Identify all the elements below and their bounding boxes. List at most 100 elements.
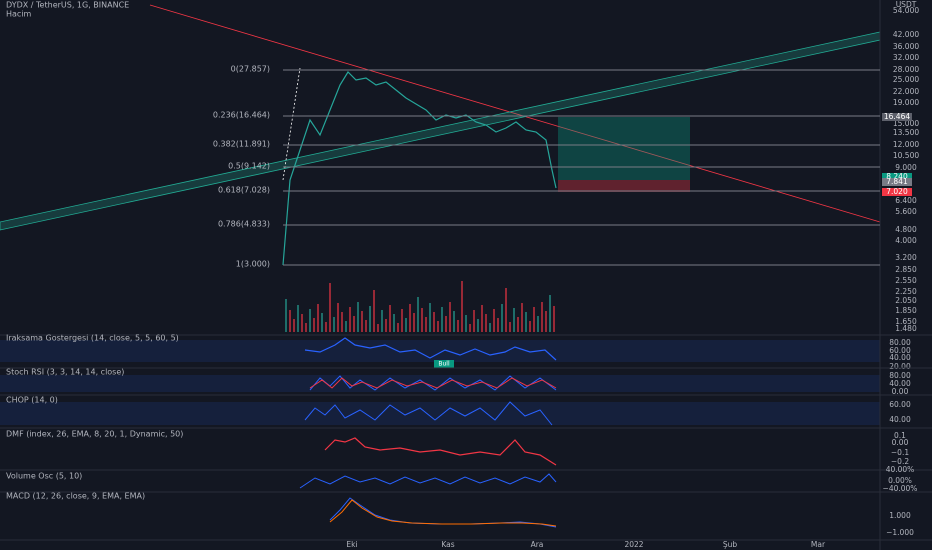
- price-label: 4.800: [895, 225, 917, 234]
- volume-bar: [449, 302, 451, 332]
- stoch-k: [309, 375, 557, 391]
- pane-axis-label: −40.00%: [883, 484, 918, 493]
- price-label: 2.850: [895, 265, 917, 274]
- volume-bar: [357, 302, 359, 332]
- volume-bar: [517, 317, 519, 332]
- price-label: 22.000: [893, 87, 919, 96]
- price-label: 3.200: [895, 253, 917, 262]
- volume-bar: [505, 288, 507, 332]
- stop-zone: [558, 180, 690, 192]
- pane-axis-label: 0.00: [892, 438, 909, 447]
- volume-bar: [309, 309, 311, 332]
- price-label: 28.000: [893, 65, 919, 74]
- volume-bar: [525, 312, 527, 332]
- pane-axis-label: −0.1: [891, 448, 909, 457]
- bull-tag-bg: [434, 360, 454, 368]
- price-label: 1.480: [895, 324, 917, 333]
- volume-bar: [545, 311, 547, 332]
- volume-bar: [529, 321, 531, 332]
- pane-axis-label: 0.00: [892, 387, 909, 396]
- fib-anchor: [282, 67, 301, 181]
- volume-bar: [293, 319, 295, 332]
- pane-axis-label: 80.00: [889, 338, 911, 347]
- volume-bar: [329, 283, 331, 332]
- volume-bar: [537, 316, 539, 332]
- macd-signal: [329, 499, 557, 527]
- volume-bar: [317, 304, 319, 332]
- volume: [285, 281, 555, 332]
- target-zone: [558, 117, 690, 180]
- volume-bar: [541, 302, 543, 332]
- volume-bar: [553, 306, 555, 332]
- volume-bar: [365, 320, 367, 332]
- volume-bar: [473, 310, 475, 332]
- channel: [0, 31, 881, 231]
- time-label: Ara: [531, 540, 544, 549]
- price-label: 4.000: [895, 236, 917, 245]
- pane-axis-label: 0.1: [894, 431, 906, 440]
- price-label: 42.000: [893, 30, 919, 39]
- price-badge-label: 7.841: [886, 177, 908, 186]
- pane-axis-label: 1.000: [889, 511, 911, 520]
- volume-bar: [461, 281, 463, 332]
- volume-bar: [465, 315, 467, 332]
- volume-osc: [299, 473, 557, 489]
- time-label: Mar: [811, 540, 826, 549]
- pane-axis-label: 40.00: [889, 379, 911, 388]
- pane-band: [0, 402, 880, 425]
- volume-bar: [397, 323, 399, 332]
- pane-axis-label: 40.00: [889, 415, 911, 424]
- volume-bar: [413, 313, 415, 332]
- pane-title: DMF (index, 26, EMA, 8, 20, 1, Dynamic, …: [6, 430, 183, 439]
- volume-bar: [389, 305, 391, 332]
- pane-axis-label: 40.00%: [886, 465, 915, 474]
- volume-bar: [501, 304, 503, 332]
- volume-bar: [325, 322, 327, 332]
- volume-bar: [445, 316, 447, 332]
- price-label: 10.500: [893, 151, 919, 160]
- pane-band: [0, 340, 880, 362]
- price-label: 5.600: [895, 207, 917, 216]
- dmf-line: [324, 437, 557, 466]
- volume-bar: [297, 305, 299, 332]
- price-badge: [882, 178, 912, 186]
- volume-bar: [385, 319, 387, 332]
- volume-bar: [377, 324, 379, 332]
- volume-bar: [489, 323, 491, 332]
- pane-title: CHOP (14, 0): [6, 396, 58, 405]
- fib-label: 0.618(7.028): [218, 186, 270, 195]
- volume-bar: [285, 299, 287, 332]
- pane-title: Iraksama Gostergesi (14, close, 5, 5, 60…: [6, 334, 179, 343]
- volume-bar: [341, 312, 343, 332]
- volume-bar: [513, 308, 515, 332]
- price-label: 36.000: [893, 42, 919, 51]
- volume-bar: [497, 318, 499, 332]
- volume-bar: [509, 322, 511, 332]
- volume-bar: [441, 307, 443, 332]
- volume-bar: [417, 297, 419, 332]
- time-label: Eki: [346, 540, 357, 549]
- price-label: 2.050: [895, 296, 917, 305]
- volume-bar: [333, 317, 335, 332]
- divergence-line: [304, 337, 557, 361]
- volume-bar: [373, 290, 375, 332]
- price-badge-label: 8.240: [886, 172, 908, 181]
- price-line: [282, 71, 557, 266]
- fib-label: 0.382(11.891): [213, 140, 270, 149]
- fib-label: 0(27.857): [231, 65, 270, 74]
- volume-bar: [481, 305, 483, 332]
- unit: USDT: [896, 0, 917, 9]
- volume-bar: [457, 320, 459, 332]
- pane-axis-label: −0.2: [891, 457, 909, 466]
- volume-label: Hacim: [6, 10, 32, 19]
- pane-title: Volume Osc (5, 10): [6, 472, 82, 481]
- volume-bar: [301, 314, 303, 332]
- pane-axis-label: 40.00: [889, 353, 911, 362]
- price-badge: [882, 173, 912, 181]
- price-label: 1.850: [895, 306, 917, 315]
- volume-bar: [321, 313, 323, 332]
- volume-bar: [337, 303, 339, 332]
- pane-title: MACD (12, 26, close, 9, EMA, EMA): [6, 492, 145, 501]
- pane-axis-label: 20.00: [889, 362, 911, 371]
- price-label: 9.000: [895, 163, 917, 172]
